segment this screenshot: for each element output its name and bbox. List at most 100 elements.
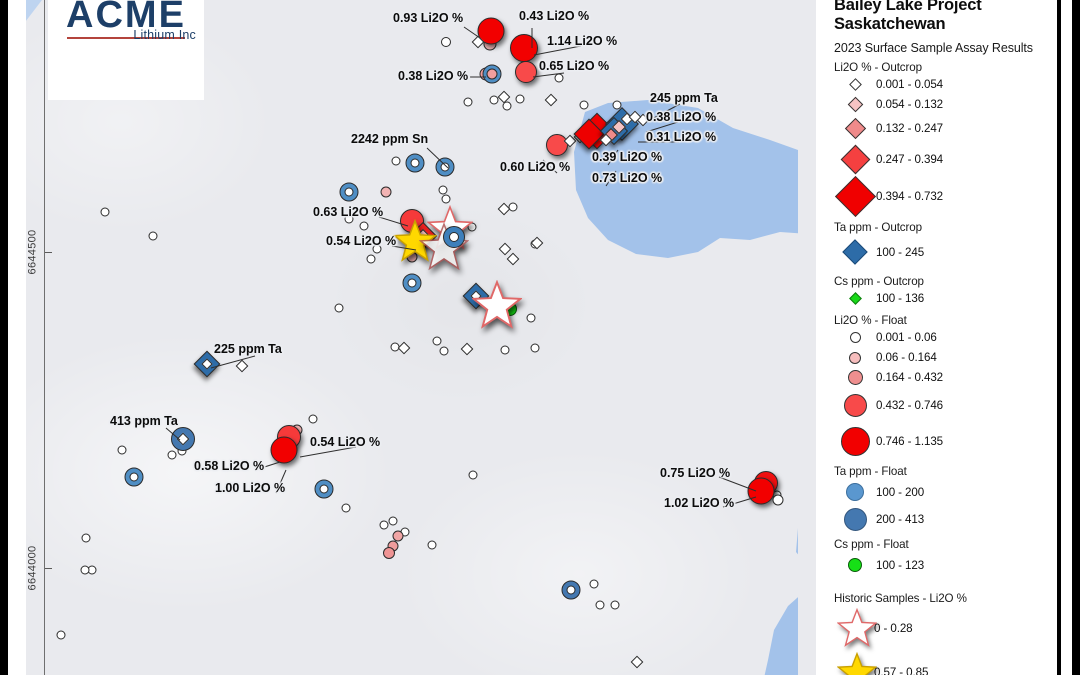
logo-wordmark: ACME: [66, 0, 186, 36]
legend-item[interactable]: 200 - 413: [834, 506, 1057, 532]
historic-sample-star-low[interactable]: [472, 280, 522, 330]
sample-point-float[interactable]: [372, 244, 382, 254]
sample-point-float[interactable]: [468, 470, 478, 480]
sample-point-float[interactable]: [81, 533, 91, 543]
legend-item[interactable]: 0.054 - 0.132: [834, 95, 1057, 114]
sample-point-float[interactable]: [344, 187, 354, 197]
legend-item[interactable]: 100 - 245: [834, 235, 1057, 269]
sample-point-float[interactable]: [589, 579, 599, 589]
map-annotation: 0.31 Li2O %: [646, 130, 717, 144]
legend-item[interactable]: 100 - 200: [834, 479, 1057, 505]
sample-point-float[interactable]: [388, 516, 398, 526]
diamond-icon: [834, 96, 876, 113]
sample-point-float[interactable]: [530, 343, 540, 353]
sample-point-float[interactable]: [100, 207, 110, 217]
legend-group-heading-historic: Historic Samples - Li2O %: [834, 592, 967, 605]
map-annotation: 225 ppm Ta: [214, 342, 282, 356]
legend-item-label: 100 - 123: [876, 558, 925, 572]
sample-point-float[interactable]: [441, 37, 451, 47]
diamond-icon: [834, 292, 876, 305]
sample-point-float[interactable]: [463, 97, 473, 107]
sample-point-float[interactable]: [449, 232, 459, 242]
sample-point-float[interactable]: [117, 445, 127, 455]
sample-point-float[interactable]: [407, 278, 417, 288]
legend-item[interactable]: 0.247 - 0.394: [834, 142, 1057, 176]
sample-point-float[interactable]: [341, 503, 351, 513]
legend-item[interactable]: 0.001 - 0.06: [834, 328, 1057, 347]
sample-point-float[interactable]: [612, 100, 622, 110]
legend-item[interactable]: 0.06 - 0.164: [834, 348, 1057, 367]
sample-point-float[interactable]: [392, 530, 404, 542]
circle-icon: [834, 507, 876, 531]
sample-point-float[interactable]: [56, 630, 66, 640]
sample-point-float[interactable]: [391, 156, 401, 166]
sample-point-float[interactable]: [526, 313, 536, 323]
circle-icon: [834, 558, 876, 572]
legend-item[interactable]: 0.132 - 0.247: [834, 115, 1057, 141]
sample-point-float-high[interactable]: [747, 477, 775, 505]
sample-point-float[interactable]: [439, 346, 449, 356]
sample-point-float[interactable]: [579, 100, 589, 110]
legend-item[interactable]: 0.164 - 0.432: [834, 368, 1057, 387]
sample-point-float[interactable]: [438, 185, 448, 195]
coordinate-label: 6644000: [26, 545, 39, 591]
map-annotation: 245 ppm Ta: [650, 91, 718, 105]
sample-point-float[interactable]: [379, 520, 389, 530]
diamond-icon: [834, 78, 876, 91]
circle-icon: [834, 332, 876, 343]
legend-item[interactable]: 0.746 - 1.135: [834, 423, 1057, 459]
sample-point-float[interactable]: [440, 162, 450, 172]
sample-point-float[interactable]: [167, 450, 177, 460]
sample-point-float-mid[interactable]: [546, 134, 568, 156]
legend-item[interactable]: 0.001 - 0.054: [834, 75, 1057, 94]
sample-point-float[interactable]: [595, 600, 605, 610]
legend-item[interactable]: 0.57 - 0.85: [834, 651, 1057, 675]
sample-point-float[interactable]: [80, 565, 90, 575]
legend-item[interactable]: 100 - 123: [834, 552, 1057, 578]
legend-item-label: 0.132 - 0.247: [876, 121, 944, 135]
sample-point-float[interactable]: [308, 414, 318, 424]
sample-point-float[interactable]: [380, 186, 392, 198]
legend-item[interactable]: 0 - 0.28: [834, 607, 1057, 649]
sample-point-float[interactable]: [148, 231, 158, 241]
lake-upper: [574, 100, 798, 258]
company-logo: ACME Lithium Inc: [48, 0, 204, 100]
sample-point-float[interactable]: [489, 95, 499, 105]
legend-group-heading-ta-float: Ta ppm - Float: [834, 465, 907, 478]
sample-point-float[interactable]: [486, 68, 498, 80]
sample-point-float[interactable]: [319, 484, 329, 494]
sample-point-float[interactable]: [366, 254, 376, 264]
sample-point-float[interactable]: [610, 600, 620, 610]
sample-point-float[interactable]: [508, 202, 518, 212]
sample-point-float[interactable]: [359, 221, 369, 231]
sample-point-float[interactable]: [410, 158, 420, 168]
map-panel[interactable]: 6644500 6644000 6644500 6644000: [8, 0, 820, 675]
sample-point-float[interactable]: [772, 494, 784, 506]
axis-tick: [45, 568, 52, 569]
map-annotation: 1.02 Li2O %: [664, 496, 735, 510]
sample-point-float[interactable]: [500, 345, 510, 355]
legend-item[interactable]: 100 - 136: [834, 289, 1057, 308]
map-canvas[interactable]: 6644500 6644000 6644500 6644000: [26, 0, 816, 675]
sample-point-float[interactable]: [427, 540, 437, 550]
sample-point-float[interactable]: [554, 73, 564, 83]
historic-sample-star-high[interactable]: [393, 219, 437, 263]
star-icon: [834, 652, 880, 675]
sample-point-float[interactable]: [515, 94, 525, 104]
sample-point-float[interactable]: [383, 547, 395, 559]
sample-point-float-high[interactable]: [510, 34, 538, 62]
legend-item-label: 0 - 0.28: [874, 621, 913, 635]
sample-point-float[interactable]: [334, 303, 344, 313]
map-annotation: 0.58 Li2O %: [194, 459, 265, 473]
legend-item[interactable]: 0.432 - 0.746: [834, 388, 1057, 422]
sample-point-float-mid[interactable]: [515, 61, 537, 83]
sample-point-float[interactable]: [502, 101, 512, 111]
sample-point-float-high[interactable]: [270, 436, 298, 464]
sample-point-float[interactable]: [441, 194, 451, 204]
sample-point-float[interactable]: [344, 214, 354, 224]
sample-point-float[interactable]: [129, 472, 139, 482]
legend-item[interactable]: 0.394 - 0.732: [834, 175, 1057, 217]
frame-bar-left: [0, 0, 8, 675]
sample-point-float[interactable]: [432, 336, 442, 346]
sample-point-float[interactable]: [566, 585, 576, 595]
